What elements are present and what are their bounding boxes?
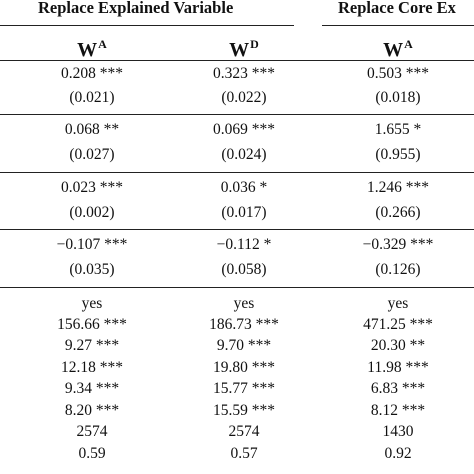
stat-cell: yes [81,295,103,312]
stat-cell: 9.70 *** [216,337,272,354]
block-rule-4 [0,287,474,288]
group-rule-2 [322,25,474,26]
coef-cell: 0.023 *** [61,179,123,196]
coef-cell: 0.323 *** [213,65,275,82]
stat-cell: 11.98 *** [367,359,429,376]
stat-cell: 0.57 [230,445,258,462]
stat-cell: 20.30 ** [370,337,426,354]
se-cell: (0.002) [69,204,115,221]
coef-cell: −0.112 * [216,236,272,253]
se-cell: (0.017) [221,204,267,221]
coef-cell: 0.068 ** [64,121,120,138]
stat-cell: 156.66 *** [57,316,127,333]
block-rule-1 [0,114,474,115]
stat-cell: 8.12 *** [370,402,426,419]
coef-cell: −0.107 *** [56,236,128,253]
stat-cell: 8.20 *** [64,402,120,419]
se-cell: (0.035) [69,261,115,278]
stat-cell: 9.27 *** [64,337,120,354]
se-cell: (0.058) [221,261,267,278]
column-header-wd: WD [229,37,259,61]
stat-cell: 0.92 [384,445,412,462]
se-cell: (0.955) [375,146,421,163]
stat-cell: 0.59 [78,445,106,462]
se-cell: (0.266) [375,204,421,221]
coef-cell: 0.503 *** [367,65,429,82]
stat-cell: yes [233,295,255,312]
se-cell: (0.021) [69,89,115,106]
stat-cell: 9.34 *** [64,380,120,397]
column-header-wa-2: WA [383,37,413,61]
stat-cell: 2574 [228,423,260,440]
block-rule-3 [0,229,474,230]
stat-cell: 471.25 *** [363,316,433,333]
se-cell: (0.022) [221,89,267,106]
coef-cell: 1.246 *** [367,179,429,196]
stat-cell: 186.73 *** [209,316,279,333]
se-cell: (0.126) [375,261,421,278]
stat-cell: yes [387,295,409,312]
stat-cell: 15.59 *** [213,402,275,419]
coef-cell: −0.329 *** [362,236,434,253]
group-title-replace-core: Replace Core Ex [338,0,456,17]
group-title-replace-explained-variable: Replace Explained Variable [38,0,234,17]
coef-cell: 0.208 *** [61,65,123,82]
coef-cell: 0.069 *** [213,121,275,138]
coef-cell: 0.036 * [220,179,268,196]
se-cell: (0.024) [221,146,267,163]
stat-cell: 19.80 *** [213,359,275,376]
se-cell: (0.018) [375,89,421,106]
stat-cell: 2574 [76,423,108,440]
stat-cell: 6.83 *** [370,380,426,397]
coef-cell: 1.655 * [374,121,422,138]
stat-cell: 1430 [382,423,414,440]
stat-cell: 15.77 *** [213,380,275,397]
group-rule-1 [0,25,294,26]
block-rule-2 [0,172,474,173]
se-cell: (0.027) [69,146,115,163]
stat-cell: 12.18 *** [61,359,123,376]
column-header-wa-1: WA [77,37,107,61]
header-rule [0,60,474,61]
